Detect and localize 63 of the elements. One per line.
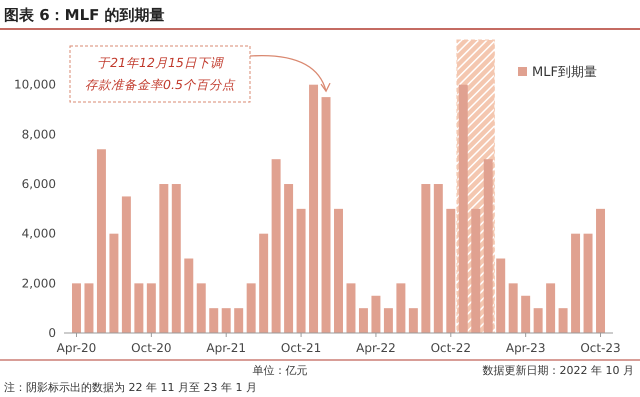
bar	[508, 283, 518, 333]
bar	[558, 308, 568, 333]
bar	[434, 184, 443, 333]
text: 数据更新日期：2022 年 10 月	[482, 364, 634, 377]
bar	[146, 283, 156, 333]
bar	[196, 283, 206, 333]
bar	[234, 308, 244, 333]
bar	[484, 159, 493, 333]
bar	[546, 283, 556, 333]
bar	[358, 308, 368, 333]
y-tick-label: 0	[48, 326, 56, 340]
bar	[72, 283, 81, 333]
x-tick-label: Oct-23	[580, 341, 621, 355]
bar	[346, 283, 356, 333]
bar	[134, 283, 144, 333]
bar	[109, 234, 118, 333]
bar	[571, 234, 580, 333]
x-tick-label: Apr-21	[206, 341, 246, 355]
bar	[184, 258, 194, 333]
bar	[296, 208, 306, 333]
y-tick-label: 8,000	[22, 127, 56, 142]
text: 注：阴影标示出的数据为 22 年 11 月至 23 年 1 月	[4, 381, 257, 394]
bar	[322, 97, 331, 333]
bar	[172, 184, 181, 333]
bar	[534, 308, 543, 333]
annotation: 于21年12月15日下调存款准备金率0.5个百分点	[85, 55, 236, 92]
bar	[408, 308, 418, 333]
bar	[596, 208, 606, 333]
x-tick-label: Apr-23	[506, 341, 546, 355]
text: 单位：亿元	[252, 364, 308, 377]
bar	[334, 208, 343, 333]
bar	[222, 308, 231, 333]
bar	[521, 296, 530, 333]
bar	[159, 184, 168, 333]
y-tick-label: 2,000	[22, 276, 56, 290]
x-tick-label: Oct-22	[430, 341, 471, 355]
y-tick-label: 10,000	[14, 78, 56, 92]
bar	[122, 196, 131, 333]
bar	[496, 258, 506, 333]
x-tick-label: Apr-22	[356, 341, 396, 355]
bar	[309, 84, 318, 333]
bar	[458, 84, 468, 333]
bar	[446, 208, 456, 333]
bar	[246, 283, 256, 333]
bar	[421, 184, 430, 333]
bar	[371, 296, 380, 333]
y-tick-label: 6,000	[22, 177, 56, 192]
chart-title: 图表 6：MLF 的到期量	[4, 6, 165, 24]
legend-label: MLF到期量	[532, 65, 597, 80]
bar	[259, 234, 268, 333]
x-tick-label: Oct-20	[131, 341, 172, 355]
bar	[284, 184, 294, 333]
bar	[384, 308, 393, 333]
y-tick-label: 4,000	[22, 226, 56, 241]
x-tick-label: Apr-20	[56, 341, 96, 355]
bar	[209, 308, 218, 333]
x-tick-label: Oct-21	[280, 341, 322, 355]
bar	[96, 149, 106, 333]
bar	[396, 283, 406, 333]
bar	[272, 159, 281, 333]
bar	[84, 283, 94, 333]
bar	[471, 208, 480, 333]
bar	[584, 234, 593, 333]
